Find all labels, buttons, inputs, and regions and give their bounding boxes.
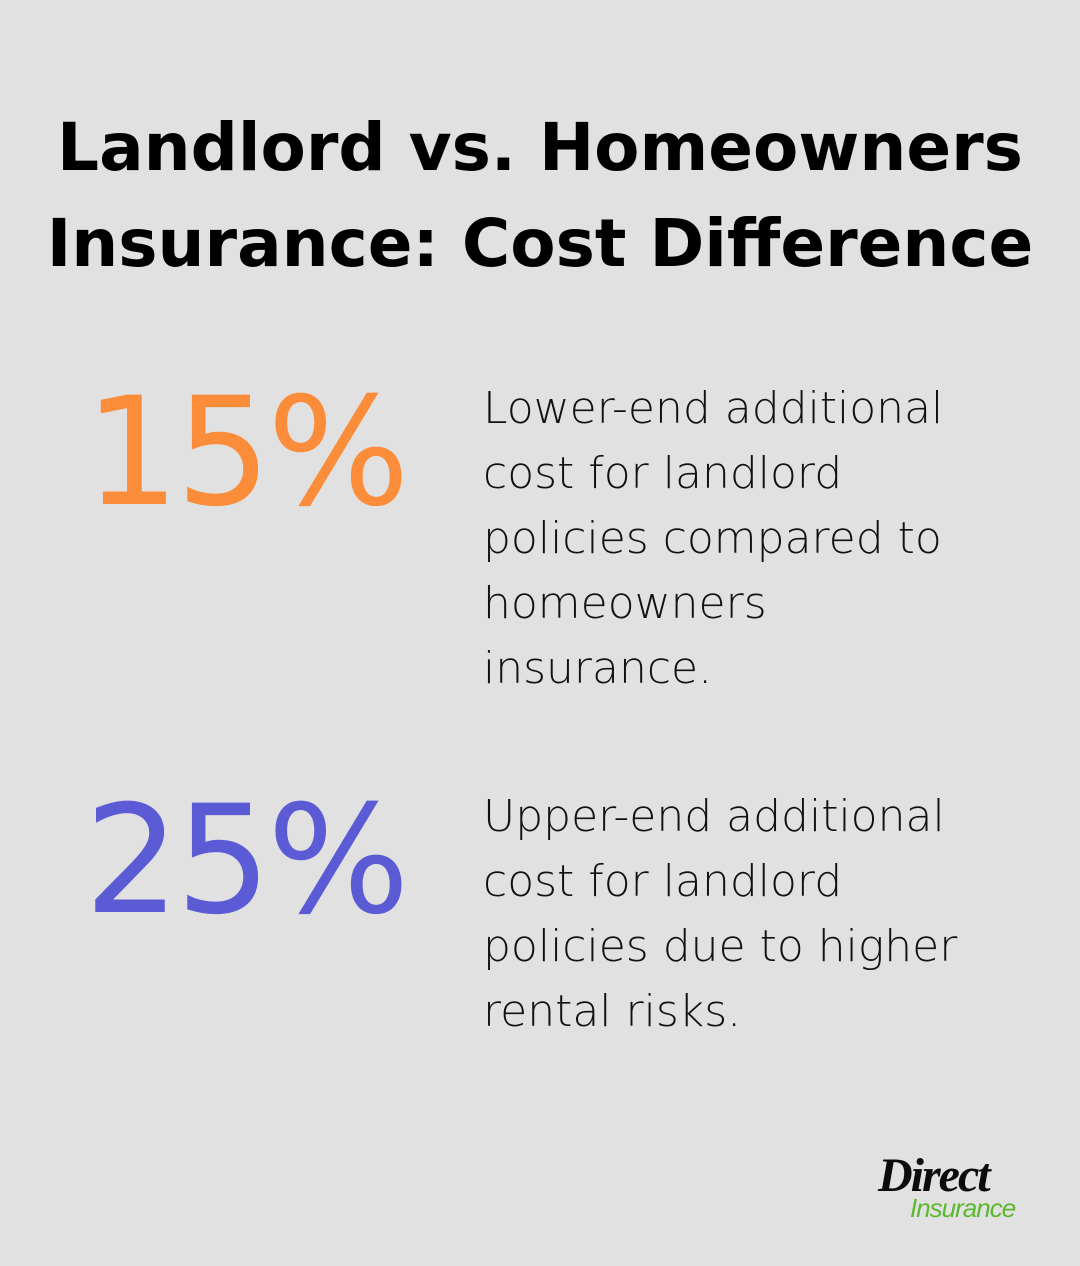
stat-value-high: 25% bbox=[84, 774, 409, 948]
logo-text-insurance: Insurance bbox=[910, 1193, 1016, 1223]
page-title: Landlord vs. Homeowners Insurance: Cost … bbox=[0, 100, 1080, 292]
stat-value-low: 15% bbox=[84, 366, 409, 540]
logo-text-direct: Direct bbox=[878, 1149, 991, 1202]
stat-description-high: Upper-end additional cost for landlord p… bbox=[483, 791, 958, 1037]
stat-description-low: Lower-end additional cost for landlord p… bbox=[483, 383, 944, 694]
title-line-1: Landlord vs. Homeowners bbox=[57, 109, 1023, 186]
title-line-2: Insurance: Cost Difference bbox=[46, 205, 1034, 282]
direct-insurance-logo: Direct Insurance bbox=[878, 1152, 1038, 1227]
